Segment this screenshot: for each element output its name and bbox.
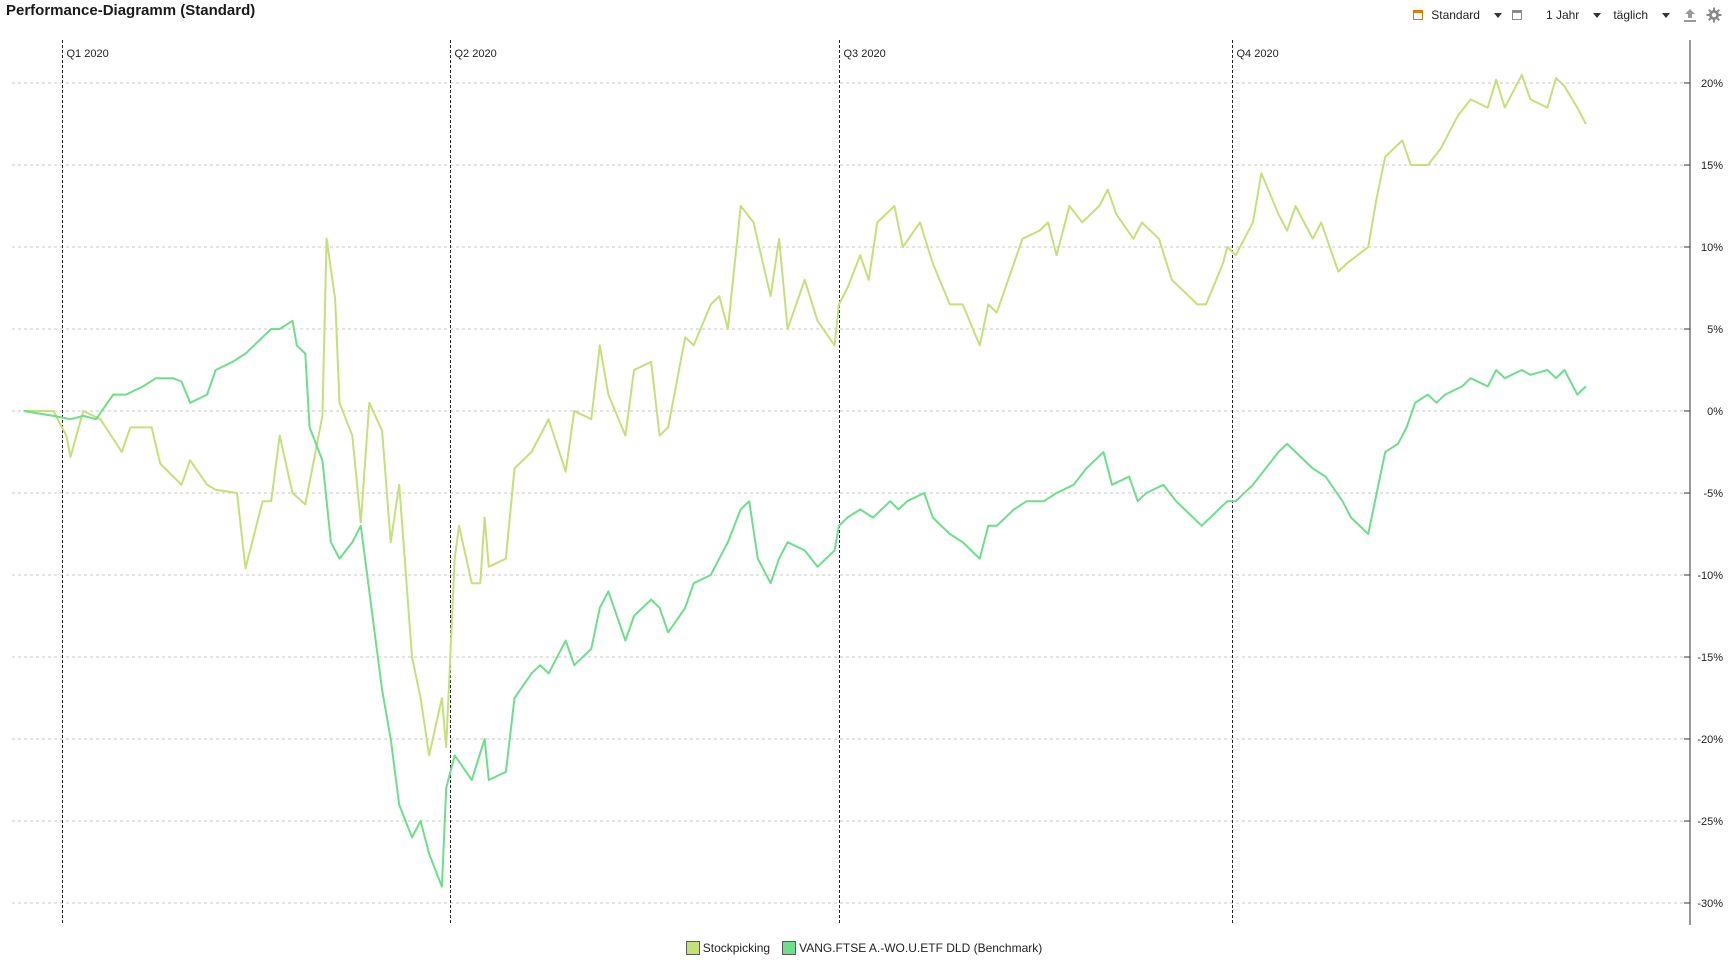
performance-chart: 20% 15% 10% 5% 0% -5% -10% -15% -20% -25% -30% Q1 2… — [12, 40, 1723, 925]
y-tick-label: -20% — [1697, 734, 1723, 746]
quarter-label: Q4 2020 — [1237, 48, 1279, 60]
period-selector-label: 1 Jahr — [1545, 8, 1580, 22]
view-selector-label: Standard — [1431, 8, 1480, 22]
quarter-label: Q2 2020 — [455, 48, 497, 60]
chart-toolbar: Standard 1 Jahr täglich — [1413, 6, 1722, 24]
legend-label: VANG.FTSE A.-WO.U.ETF DLD (Benchmark) — [799, 941, 1043, 955]
quarter-label: Q1 2020 — [67, 48, 109, 60]
interval-selector[interactable]: täglich — [1609, 8, 1678, 22]
upload-icon[interactable] — [1682, 7, 1698, 23]
legend-label: Stockpicking — [702, 941, 771, 955]
y-tick-label: -25% — [1697, 816, 1723, 828]
legend-item-stockpicking[interactable]: Stockpicking — [685, 941, 771, 955]
interval-selector-label: täglich — [1613, 8, 1648, 22]
standard-view-icon — [1413, 10, 1424, 20]
y-tick-label: 15% — [1701, 160, 1723, 172]
y-tick-label: -15% — [1697, 652, 1723, 664]
page-title: Performance-Diagramm (Standard) — [6, 2, 256, 19]
y-tick-label: 20% — [1701, 78, 1723, 90]
y-tick-label: -5% — [1703, 488, 1723, 500]
y-tick-label: 10% — [1701, 242, 1723, 254]
legend-swatch — [685, 941, 700, 955]
chevron-down-icon — [1593, 12, 1602, 18]
chevron-down-icon — [1493, 12, 1502, 18]
y-tick-label: -10% — [1697, 570, 1723, 582]
calendar-icon[interactable] — [1511, 10, 1522, 20]
gear-icon[interactable] — [1706, 7, 1722, 23]
period-selector[interactable]: 1 Jahr — [1542, 8, 1609, 22]
series-line-benchmark — [23, 319, 1587, 888]
legend-swatch — [782, 941, 797, 955]
y-tick-label: 5% — [1707, 324, 1723, 336]
legend-item-benchmark[interactable]: VANG.FTSE A.-WO.U.ETF DLD (Benchmark) — [782, 941, 1042, 955]
chevron-down-icon — [1662, 12, 1670, 18]
view-selector[interactable]: Standard — [1413, 8, 1510, 22]
series-line-stockpicking — [23, 73, 1587, 757]
y-tick-label: -30% — [1697, 898, 1723, 910]
y-tick-label: 0% — [1707, 406, 1723, 418]
chart-legend: Stockpicking VANG.FTSE A.-WO.U.ETF DLD (… — [0, 941, 1728, 955]
quarter-label: Q3 2020 — [844, 48, 886, 60]
